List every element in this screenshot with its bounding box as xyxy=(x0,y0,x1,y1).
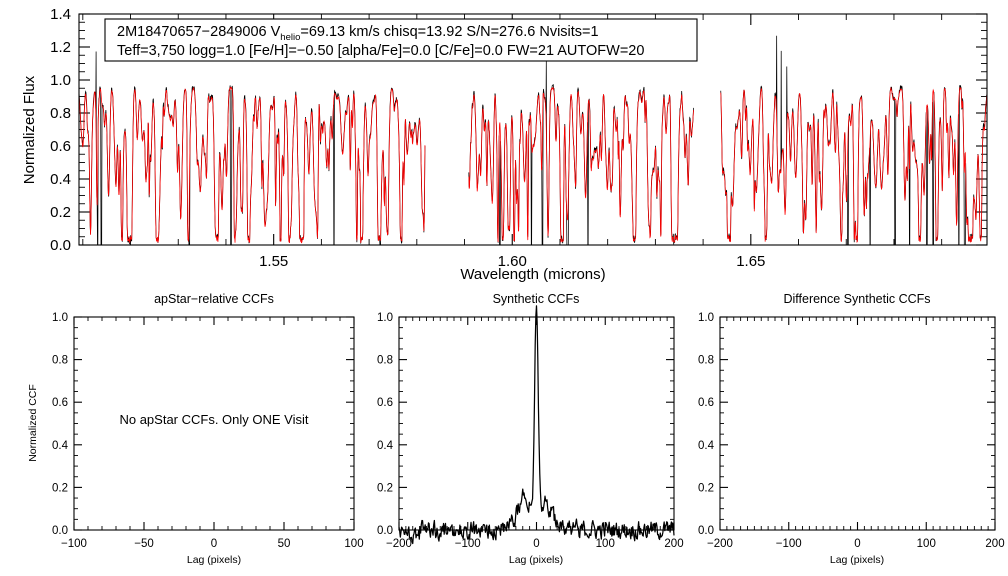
ccf-x-tick-label: 0 xyxy=(854,538,860,550)
synthetic-spectrum-chip-3 xyxy=(720,86,988,244)
ccf-y-tick-label: 0.6 xyxy=(52,397,68,409)
ccf-x-tick-label: −100 xyxy=(776,538,802,550)
spectrum-y-tick-label: 0.4 xyxy=(50,171,71,188)
ccf-x-tick-label: −100 xyxy=(61,538,87,550)
ccf-y-tick-label: 1.0 xyxy=(52,312,68,324)
right-ccf-x-axis-title: Lag (pixels) xyxy=(830,554,884,566)
spectrum-y-tick-label: 1.0 xyxy=(50,72,71,89)
left-ccf-x-axis-title: Lag (pixels) xyxy=(187,554,241,566)
synthetic-ccf-curve xyxy=(398,305,675,545)
ccf-y-tick-label: 0.8 xyxy=(52,355,68,367)
right-ccf-axis-ticks xyxy=(719,316,996,531)
spectrum-x-tick-label: 1.55 xyxy=(259,253,288,270)
ccf-x-tick-label: −200 xyxy=(707,538,733,550)
synthetic-spectrum-chip-1 xyxy=(78,86,426,244)
ccf-y-tick-label: 0.6 xyxy=(698,397,714,409)
ccf-x-tick-label: 50 xyxy=(278,538,291,550)
spectrum-y-tick-labels: 0.0 0.2 0.4 0.6 0.8 1.0 1.2 1.4 xyxy=(50,6,71,254)
left-ccf-frame xyxy=(73,316,355,531)
spectrum-y-axis-title: Normalized Flux xyxy=(21,75,38,184)
spectrum-y-tick-label: 1.4 xyxy=(50,6,71,23)
ccf-y-tick-label: 0.6 xyxy=(377,397,393,409)
annotation-line-2: Teff=3,750 logg=1.0 [Fe/H]=−0.50 [alpha/… xyxy=(117,43,644,59)
spectrum-y-tick-label: 1.2 xyxy=(50,39,71,56)
annotation-line-1: 2M18470657−2849006 Vhelio=69.13 km/s chi… xyxy=(117,24,599,43)
ccf-y-tick-label: 0.8 xyxy=(377,355,393,367)
spectrum-x-tick-labels: 1.55 1.60 1.65 xyxy=(259,253,765,270)
ccf-y-tick-label: 0.4 xyxy=(377,440,394,452)
ccf-y-tick-label: 1.0 xyxy=(377,312,393,324)
spectrum-frame xyxy=(78,13,988,246)
ccf-y-tick-label: 0.0 xyxy=(377,525,393,537)
left-ccf-panel-title: apStar−relative CCFs xyxy=(154,292,274,306)
ccf-x-tick-label: 100 xyxy=(596,538,615,550)
ccf-y-tick-label: 0.4 xyxy=(698,440,715,452)
right-ccf-y-tick-labels: 0.0 0.2 0.4 0.6 0.8 1.0 xyxy=(698,312,715,537)
spectrum-x-tick-label: 1.60 xyxy=(498,253,527,270)
left-ccf-x-tick-labels: −100 −50 0 50 100 xyxy=(61,538,364,550)
spectrum-y-tick-label: 0.6 xyxy=(50,138,71,155)
spectrum-x-tick-label: 1.65 xyxy=(736,253,765,270)
right-ccf-x-tick-labels: −200 −100 0 100 200 xyxy=(707,538,1005,550)
spectrum-panel: 0.0 0.2 0.4 0.6 0.8 1.0 1.2 1.4 1.55 1.60 1.65 No… xyxy=(21,6,988,283)
spectrum-y-tick-label: 0.8 xyxy=(50,105,71,122)
ccf-y-tick-label: 0.8 xyxy=(698,355,714,367)
left-ccf-y-axis-title: Normalized CCF xyxy=(27,384,39,462)
ccf-y-tick-label: 0.2 xyxy=(377,482,393,494)
apstar-relative-ccf-panel: apStar−relative CCFs 0.00.20.40.60.81.0 … xyxy=(27,292,364,566)
ccf-y-tick-label: 0.2 xyxy=(52,482,68,494)
observed-spectrum-chip-2 xyxy=(468,61,694,246)
spectrum-x-axis-title: Wavelength (microns) xyxy=(460,266,605,283)
ccf-x-tick-label: −200 xyxy=(386,538,412,550)
ccf-y-tick-label: 0.2 xyxy=(698,482,714,494)
no-ccf-message: No apStar CCFs. Only ONE Visit xyxy=(119,412,308,427)
ccf-x-tick-label: −50 xyxy=(134,538,154,550)
mid-ccf-y-tick-labels: 0.0 0.2 0.4 0.6 0.8 1.0 xyxy=(377,312,394,537)
synthetic-ccf-panel: Synthetic CCFs 0.0 0.2 0.4 0.6 0.8 1.0 −200 −1… xyxy=(377,292,684,566)
ccf-x-tick-label: 0 xyxy=(211,538,217,550)
mid-ccf-frame xyxy=(398,316,675,531)
right-ccf-panel-title: Difference Synthetic CCFs xyxy=(783,292,930,306)
ccf-y-tick-label: 0.0 xyxy=(52,525,68,537)
spectrum-curves xyxy=(78,35,988,246)
spectrum-y-tick-label: 0.0 xyxy=(50,237,71,254)
ccf-y-tick-label: 1.0 xyxy=(698,312,714,324)
ccf-y-tick-label: 0.0 xyxy=(698,525,714,537)
difference-synthetic-ccf-panel: Difference Synthetic CCFs 0.00.20.40.60.… xyxy=(698,292,1005,566)
ccf-x-tick-label: 100 xyxy=(917,538,936,550)
ccf-y-tick-label: 0.4 xyxy=(52,440,69,452)
mid-ccf-x-axis-title: Lag (pixels) xyxy=(509,554,563,566)
mid-ccf-axis-ticks xyxy=(398,316,675,531)
right-ccf-frame xyxy=(719,316,996,531)
ccf-x-tick-label: 0 xyxy=(533,538,539,550)
observed-spectrum-chip-1 xyxy=(78,51,426,246)
ccf-x-tick-label: 200 xyxy=(985,538,1004,550)
spectrum-y-tick-label: 0.2 xyxy=(50,204,71,221)
ccf-x-tick-label: −100 xyxy=(455,538,481,550)
mid-ccf-panel-title: Synthetic CCFs xyxy=(493,292,580,306)
mid-ccf-x-tick-labels: −200 −100 0 100 200 xyxy=(386,538,684,550)
parameter-annotation-box xyxy=(104,18,698,62)
ccf-x-tick-label: 100 xyxy=(344,538,363,550)
synthetic-spectrum-chip-2 xyxy=(468,86,694,243)
left-ccf-y-tick-labels: 0.0 0.2 0.4 0.6 0.8 1.0 xyxy=(52,312,69,537)
ccf-x-tick-label: 200 xyxy=(664,538,683,550)
